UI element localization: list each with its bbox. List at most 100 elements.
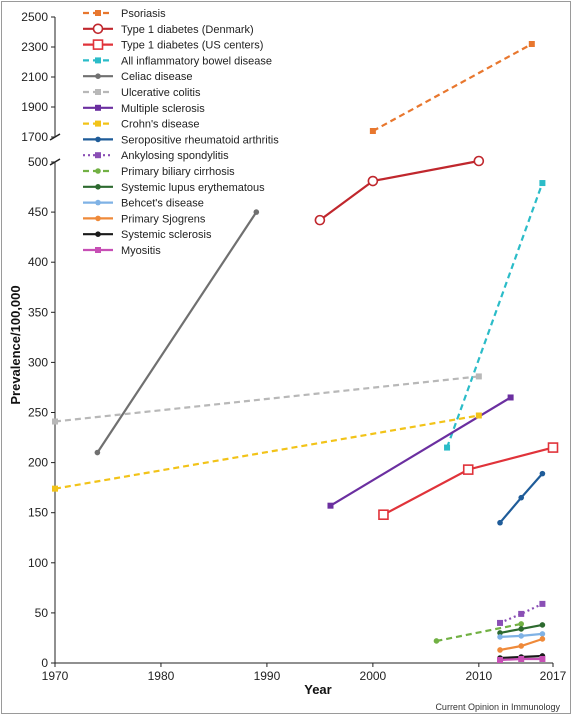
legend-swatch-marker (95, 104, 101, 111)
data-point (518, 633, 525, 639)
legend-item: Behcet's disease (83, 198, 204, 210)
series-5 (52, 373, 482, 425)
data-point (539, 600, 546, 607)
y-axis-label: Prevalence/100,000 (8, 285, 23, 404)
data-point (253, 209, 260, 215)
legend-swatch-marker (95, 247, 101, 253)
legend-item: Ulcerative colitis (83, 87, 201, 99)
data-point (444, 444, 451, 451)
legend-swatch-marker (92, 39, 104, 50)
x-tick-label: 2010 (465, 669, 492, 683)
legend-item: Seropositive rheumatoid arthritis (83, 134, 279, 146)
legend-swatch-marker (95, 10, 101, 16)
x-tick-label: 1970 (42, 669, 69, 683)
data-point (94, 449, 101, 456)
data-point (52, 485, 58, 492)
legend-swatch-marker (95, 120, 101, 127)
data-point (539, 655, 546, 662)
data-point (367, 175, 379, 187)
legend-label: Ankylosing spondylitis (121, 150, 229, 162)
series-0 (369, 41, 535, 134)
data-point (539, 622, 546, 628)
data-point (539, 180, 546, 187)
legend-label: Seropositive rheumatoid arthritis (121, 134, 279, 146)
series-7 (52, 412, 482, 492)
data-point (52, 418, 58, 425)
legend-label: Celiac disease (121, 71, 193, 83)
y-tick-label: 50 (35, 606, 49, 620)
x-tick-label: 1990 (254, 669, 281, 683)
y-tick-label: 0 (41, 656, 48, 670)
series-line (54, 375, 479, 423)
data-point (497, 634, 503, 640)
credit-text: Current Opinion in Immunology (435, 702, 560, 712)
series-line (329, 396, 512, 507)
data-point (507, 394, 514, 401)
y-tick-label: 350 (28, 305, 48, 319)
series-line (436, 622, 522, 643)
y-tick-label: 2100 (21, 70, 48, 84)
axes-layer: 1970 1980 1990 2000 2010 2017 0 50 100 150 200 250 3… (21, 10, 566, 683)
data-point (497, 519, 503, 526)
series-1 (314, 155, 485, 226)
data-point (497, 619, 504, 626)
data-point (497, 647, 503, 653)
legend-item: Crohn's disease (83, 119, 200, 131)
legend-item: Multiple sclerosis (83, 103, 205, 115)
y-tick-label: 400 (28, 255, 48, 269)
data-point (473, 155, 485, 167)
data-point (518, 610, 525, 617)
y-tick-label: 100 (28, 556, 48, 570)
x-tick-label: 1980 (148, 669, 175, 683)
legend-item: Psoriasis (83, 8, 166, 20)
data-point (518, 655, 525, 662)
series-4 (94, 209, 260, 456)
series-11 (497, 622, 546, 636)
data-point (539, 631, 546, 637)
series-15 (497, 655, 546, 663)
y-tick-label: 300 (28, 355, 48, 369)
y-tick-label: 2500 (21, 10, 48, 24)
legend-swatch-marker (95, 89, 101, 95)
legend-item: Type 1 diabetes (US centers) (83, 39, 263, 52)
legend-label: Behcet's disease (121, 198, 204, 210)
data-point (475, 373, 482, 380)
legend-item: Systemic sclerosis (83, 229, 212, 241)
legend-swatch-marker (95, 184, 101, 190)
series-12 (497, 631, 546, 640)
legend-label: Type 1 diabetes (Denmark) (121, 24, 254, 36)
legend-label: Crohn's disease (121, 119, 200, 131)
legend-swatch-marker (95, 152, 101, 159)
legend-item: Ankylosing spondylitis (83, 150, 229, 162)
legend-label: Psoriasis (121, 8, 166, 20)
data-point (369, 128, 376, 134)
legend-label: Systemic lupus erythematous (121, 182, 265, 194)
series-9 (497, 600, 546, 626)
legend-label: Primary Sjogrens (121, 213, 206, 225)
y-tick-label: 250 (28, 406, 48, 420)
legend-item: Systemic lupus erythematous (83, 182, 265, 194)
series-line (54, 414, 479, 490)
data-point (378, 509, 389, 521)
legend-swatch-marker (95, 215, 101, 222)
x-axis-label: Year (304, 682, 331, 697)
data-point (539, 470, 546, 477)
legend-item: Myositis (83, 245, 161, 257)
x-tick-label: 2017 (540, 669, 567, 683)
data-point (433, 638, 440, 644)
series-line (445, 182, 544, 448)
legend: Psoriasis Type 1 diabetes (Denmark) Type 1… (83, 8, 279, 257)
series-line (96, 211, 258, 454)
data-point (518, 494, 525, 501)
series-8 (497, 470, 546, 526)
series-13 (497, 636, 546, 653)
y-tick-label: 200 (28, 456, 48, 470)
series-6 (327, 394, 514, 509)
series-3 (444, 180, 546, 451)
legend-swatch-marker (95, 73, 101, 79)
y-tick-label: 150 (28, 506, 48, 520)
legend-swatch-marker (95, 231, 101, 237)
legend-item: All inflammatory bowel disease (83, 55, 272, 67)
